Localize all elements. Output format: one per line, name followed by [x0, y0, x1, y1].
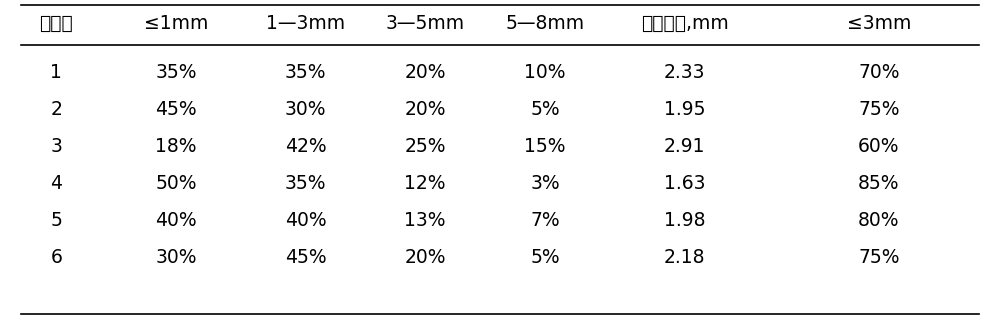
Text: 5%: 5%	[530, 248, 560, 267]
Text: 85%: 85%	[858, 174, 900, 193]
Text: 12%: 12%	[404, 174, 446, 193]
Text: 75%: 75%	[858, 100, 900, 119]
Text: 2.18: 2.18	[664, 248, 705, 267]
Text: 4: 4	[50, 174, 62, 193]
Text: 70%: 70%	[858, 63, 900, 82]
Text: 18%: 18%	[155, 137, 197, 156]
Text: 3—5mm: 3—5mm	[386, 14, 465, 33]
Text: 75%: 75%	[858, 248, 900, 267]
Text: 30%: 30%	[155, 248, 197, 267]
Text: 2: 2	[50, 100, 62, 119]
Text: 5: 5	[50, 211, 62, 230]
Text: 2.91: 2.91	[664, 137, 705, 156]
Text: 平均粒径,mm: 平均粒径,mm	[641, 14, 728, 33]
Text: 35%: 35%	[285, 174, 326, 193]
Text: 13%: 13%	[404, 211, 446, 230]
Text: 45%: 45%	[285, 248, 326, 267]
Text: ≤3mm: ≤3mm	[847, 14, 911, 33]
Text: 42%: 42%	[285, 137, 326, 156]
Text: ≤1mm: ≤1mm	[144, 14, 208, 33]
Text: 10%: 10%	[524, 63, 566, 82]
Text: 1.63: 1.63	[664, 174, 705, 193]
Text: 60%: 60%	[858, 137, 900, 156]
Text: 35%: 35%	[155, 63, 197, 82]
Text: 7%: 7%	[530, 211, 560, 230]
Text: 20%: 20%	[404, 100, 446, 119]
Text: 40%: 40%	[285, 211, 326, 230]
Text: 5—8mm: 5—8mm	[505, 14, 584, 33]
Text: 80%: 80%	[858, 211, 900, 230]
Text: 1—3mm: 1—3mm	[266, 14, 345, 33]
Text: 50%: 50%	[155, 174, 197, 193]
Text: 1: 1	[50, 63, 62, 82]
Text: 20%: 20%	[404, 63, 446, 82]
Text: 实施例: 实施例	[39, 14, 73, 33]
Text: 5%: 5%	[530, 100, 560, 119]
Text: 3: 3	[50, 137, 62, 156]
Text: 30%: 30%	[285, 100, 326, 119]
Text: 25%: 25%	[404, 137, 446, 156]
Text: 3%: 3%	[530, 174, 560, 193]
Text: 1.98: 1.98	[664, 211, 705, 230]
Text: 40%: 40%	[155, 211, 197, 230]
Text: 2.33: 2.33	[664, 63, 705, 82]
Text: 45%: 45%	[155, 100, 197, 119]
Text: 35%: 35%	[285, 63, 326, 82]
Text: 1.95: 1.95	[664, 100, 705, 119]
Text: 6: 6	[50, 248, 62, 267]
Text: 20%: 20%	[404, 248, 446, 267]
Text: 15%: 15%	[524, 137, 566, 156]
